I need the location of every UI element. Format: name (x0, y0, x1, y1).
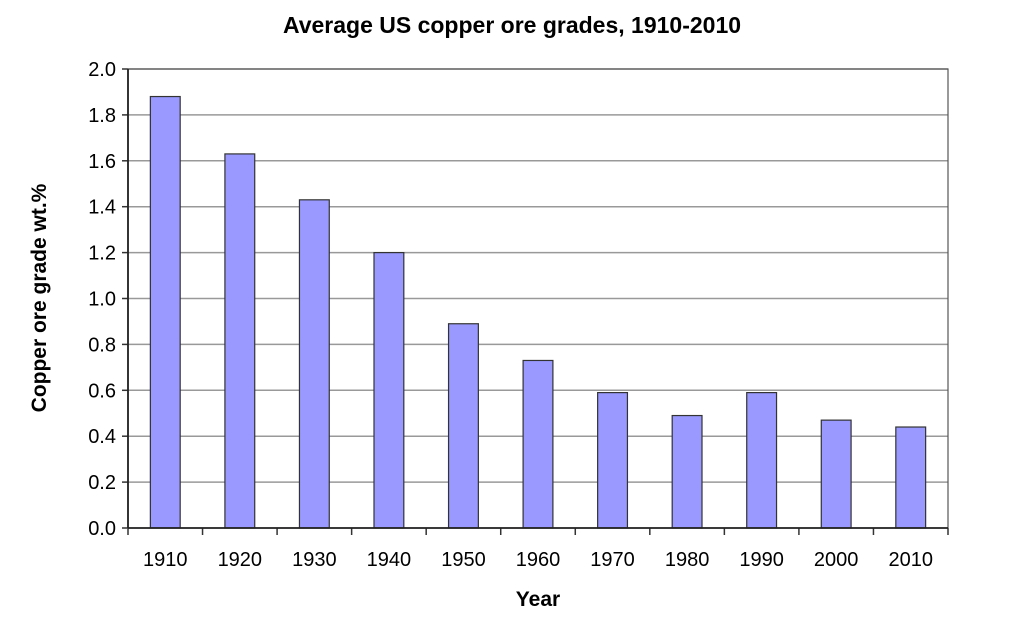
x-tick-label: 2000 (814, 549, 859, 571)
y-tick-label: 0.4 (88, 426, 116, 448)
y-tick-label: 1.2 (88, 243, 116, 265)
bar (224, 153, 256, 529)
y-tick-label: 0.8 (88, 334, 116, 356)
y-tick-label: 0.0 (88, 518, 116, 540)
bar (820, 419, 852, 529)
x-tick-label: 1940 (367, 549, 412, 571)
bar (373, 252, 405, 529)
bar (447, 323, 479, 529)
y-tick-label: 1.8 (88, 105, 116, 127)
y-tick-label: 1.4 (88, 197, 116, 219)
bar (522, 359, 554, 529)
bar (597, 391, 629, 529)
x-tick-label: 1970 (590, 549, 635, 571)
x-tick-label: 1930 (292, 549, 337, 571)
x-axis-label: Year (515, 588, 561, 611)
x-tick-label: 1960 (516, 549, 561, 571)
x-tick-label: 1990 (739, 549, 784, 571)
x-tick-label: 2010 (888, 549, 933, 571)
y-tick-label: 0.6 (88, 380, 116, 402)
y-tick-label: 2.0 (88, 59, 116, 81)
chart-title: Average US copper ore grades, 1910-2010 (282, 12, 742, 38)
x-tick-label: 1950 (441, 549, 486, 571)
y-tick-label: 1.0 (88, 289, 116, 311)
y-tick-label: 0.2 (88, 472, 116, 494)
x-tick-label: 1920 (218, 549, 263, 571)
bar (298, 199, 330, 529)
bar (671, 414, 703, 529)
bar (746, 391, 778, 529)
bar (895, 426, 927, 529)
x-tick-label: 1910 (143, 549, 188, 571)
bar (149, 95, 181, 529)
y-tick-label: 1.6 (88, 151, 116, 173)
x-tick-label: 1980 (665, 549, 710, 571)
